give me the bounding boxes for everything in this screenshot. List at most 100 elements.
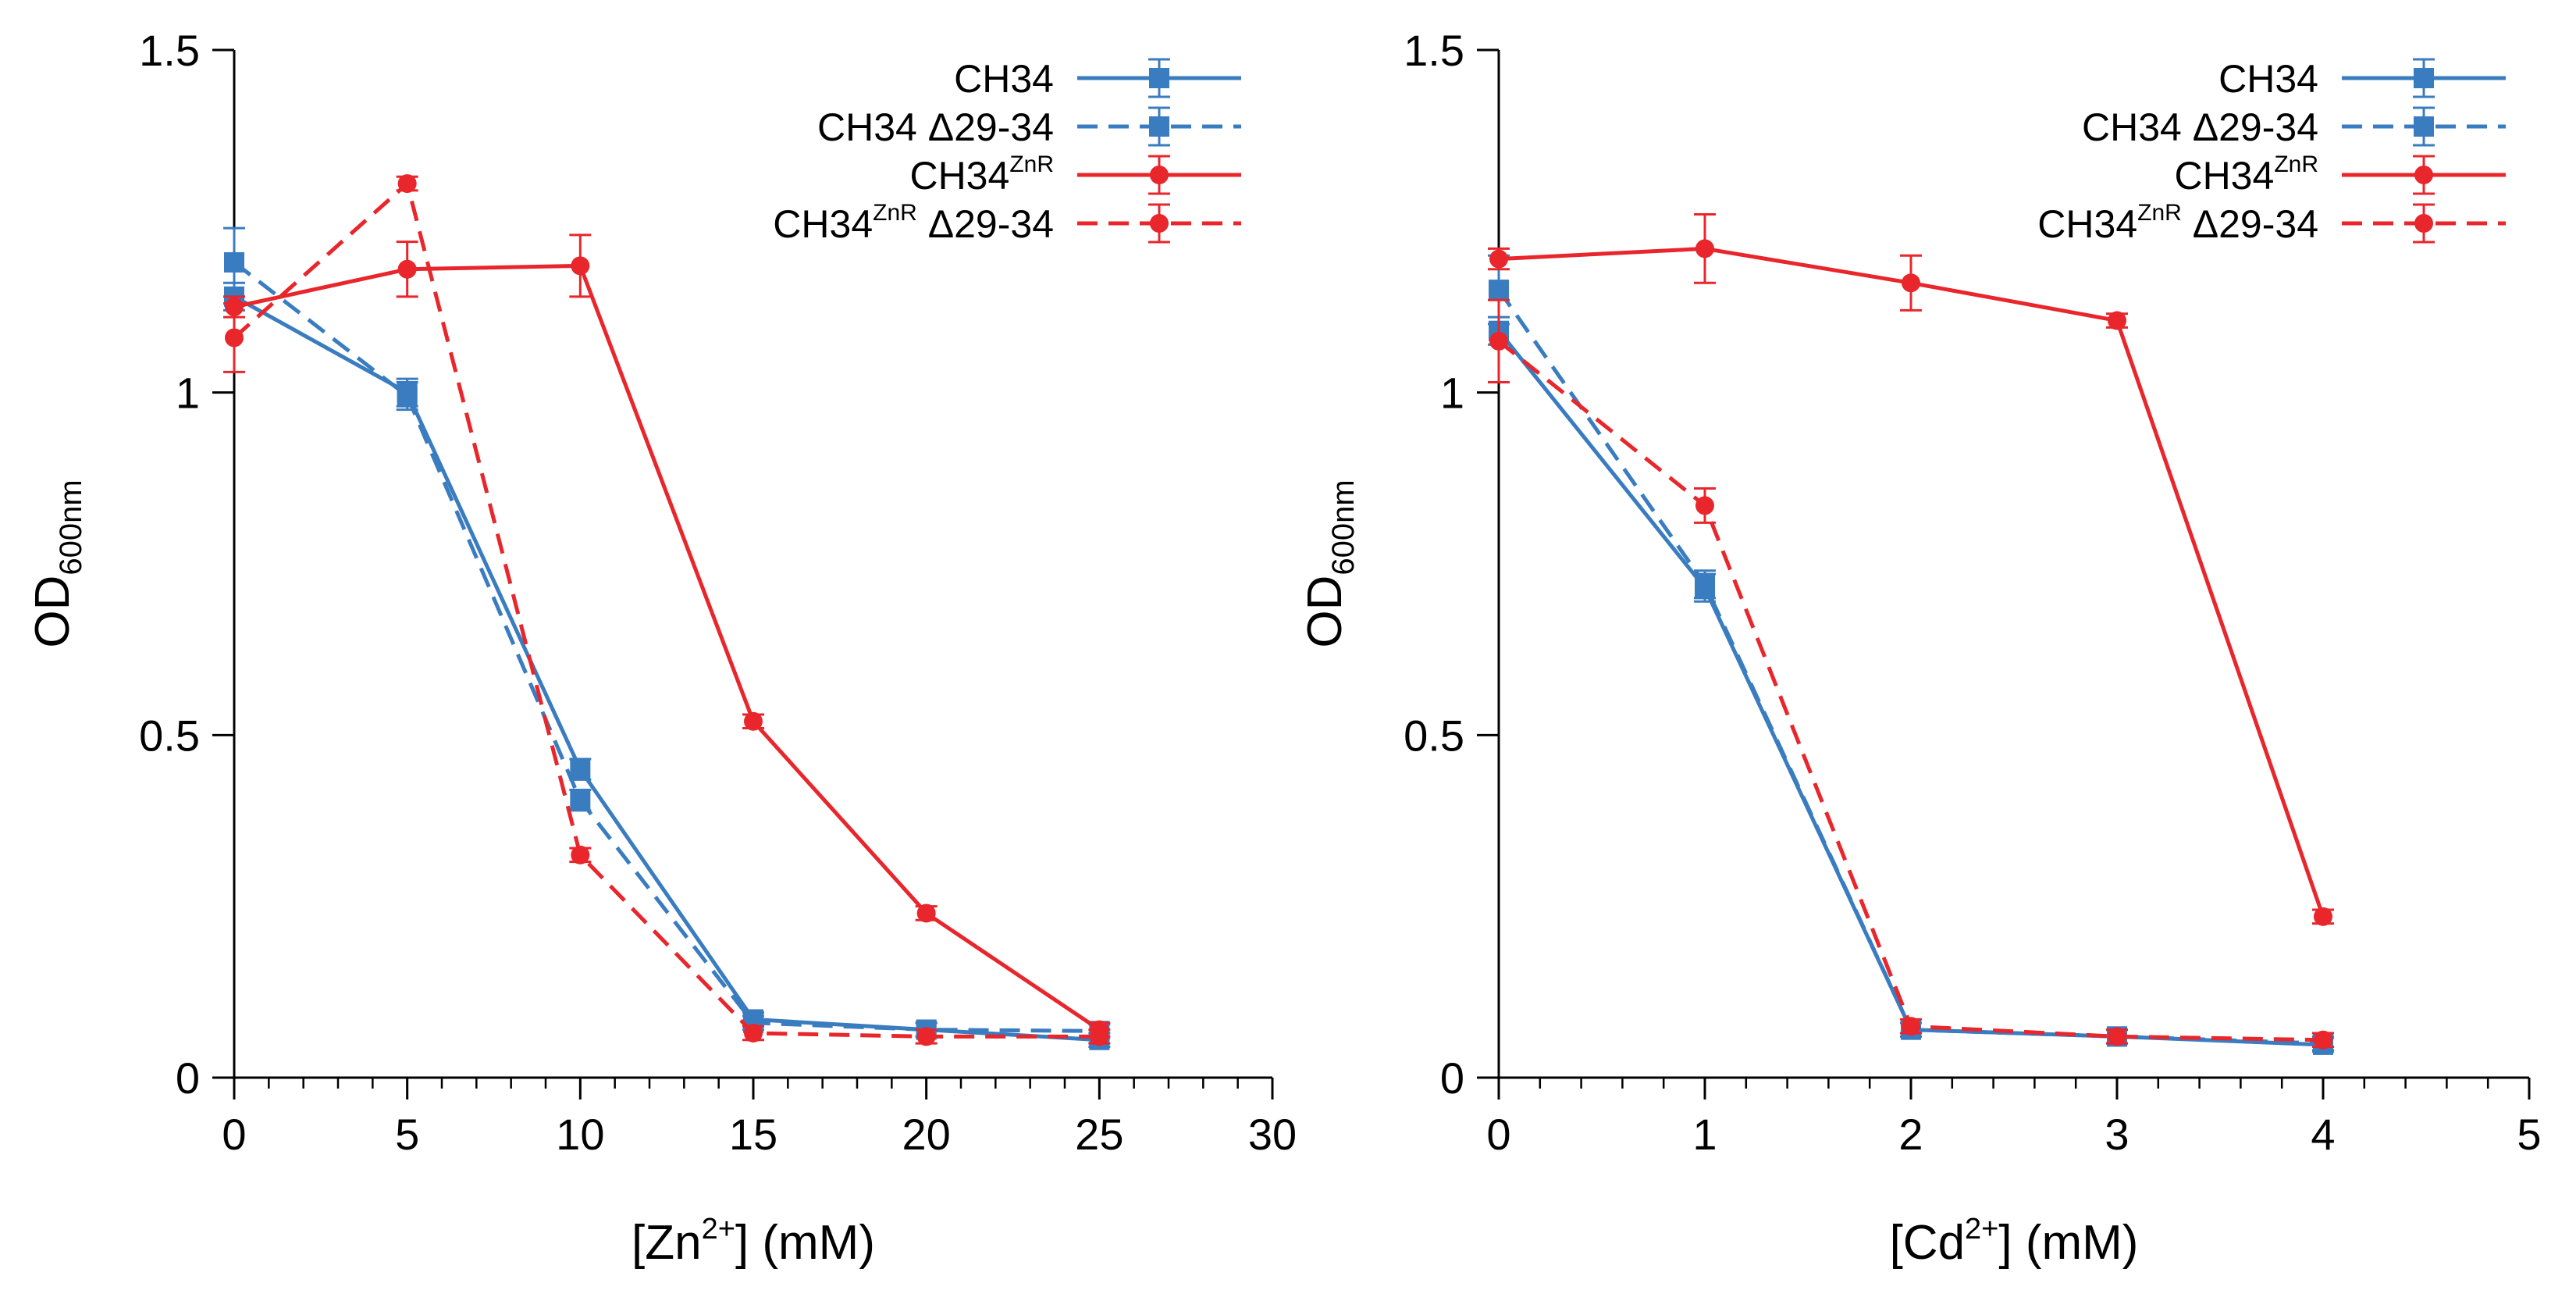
legend-label-base: CH34	[773, 202, 873, 246]
legend-marker	[1149, 68, 1169, 88]
legend-label: CH34ZnR Δ29-34	[2037, 200, 2318, 246]
series-line	[1497, 339, 2324, 1042]
y-axis-title-main: OD	[1298, 576, 1352, 648]
data-point	[1489, 331, 1508, 351]
legend-entry: CH34ZnR	[2174, 151, 2506, 198]
x-axis-title: [Cd2+] (mM)	[1890, 1213, 2139, 1270]
x-tick-label: 25	[1075, 1110, 1123, 1159]
series-line	[1498, 246, 2325, 918]
y-tick-label: 0	[1440, 1053, 1464, 1103]
legend-label: CH34	[954, 57, 1054, 101]
legend-label-superscript: ZnR	[2274, 151, 2318, 177]
x-axis-title-post: ] (mM)	[1998, 1216, 2138, 1270]
data-point	[1695, 496, 1714, 515]
x-tick-label: 30	[1248, 1110, 1297, 1159]
y-tick-label: 0.5	[139, 711, 200, 760]
zinc-chart: 0 5 10 15 20 25 30 0 0.5 1 1.5 [Zn2+] (mM) OD600nm CH…	[26, 26, 1297, 1270]
series-1	[223, 226, 1111, 1042]
data-point	[1489, 280, 1509, 301]
legend-label-superscript: ZnR	[873, 200, 917, 226]
data-point	[1489, 249, 1508, 269]
legend-label-suffix: Δ29-34	[917, 105, 1054, 149]
y-tick-label: 0.5	[1404, 711, 1464, 760]
y-axis-title-subscript: 600nm	[1326, 479, 1361, 575]
data-point	[2314, 907, 2332, 926]
x-tick-label: 5	[395, 1110, 419, 1159]
legend-label-superscript: ZnR	[1009, 151, 1054, 177]
series-0	[1488, 315, 2334, 1055]
series-1	[1488, 254, 2334, 1054]
legend-label-superscript: ZnR	[2137, 200, 2182, 226]
data-point	[1695, 574, 1715, 595]
legend-marker	[2414, 214, 2433, 233]
data-point	[225, 328, 244, 347]
data-point	[1902, 1017, 1920, 1036]
x-tick-label: 20	[902, 1110, 951, 1159]
legend-marker	[2414, 166, 2433, 184]
legend-label-suffix: Δ29-34	[2182, 105, 2318, 149]
legend-label-base: CH34	[954, 57, 1054, 101]
data-point	[744, 711, 763, 731]
y-tick-label: 1.5	[1404, 26, 1464, 75]
data-point	[570, 759, 591, 780]
y-tick-label: 0	[176, 1053, 200, 1103]
y-axis-title: OD600nm	[26, 479, 88, 647]
legend-label: CH34 Δ29-34	[2082, 105, 2318, 149]
cadmium-chart: 0 1 2 3 4 500.511.5[Cd2+] (mM)OD600nmCH34CH34…	[1298, 26, 2542, 1270]
series-2	[223, 233, 1111, 1039]
legend-label: CH34ZnR	[2174, 151, 2318, 198]
y-axis-title-main: OD	[26, 576, 80, 648]
legend-label-base: CH34	[2218, 57, 2318, 101]
data-point	[2314, 1030, 2332, 1050]
data-point	[1902, 273, 1920, 293]
series-line	[1496, 288, 2324, 1046]
y-tick-label: 1.5	[139, 26, 200, 75]
series-line	[233, 260, 1100, 1033]
series-line	[233, 181, 1100, 1039]
x-axis-title-pre: [Cd	[1890, 1216, 1965, 1270]
data-point	[397, 174, 417, 194]
x-tick-label: 15	[729, 1110, 777, 1159]
legend-entry: CH34ZnR Δ29-34	[2037, 200, 2506, 246]
series-0	[223, 281, 1111, 1050]
series-3	[223, 174, 1111, 1046]
x-axis-title-superscript: 2+	[702, 1213, 735, 1246]
legend-label-base: CH34	[2037, 202, 2137, 246]
x-tick-label: 1	[1692, 1110, 1717, 1159]
series-3	[1488, 298, 2334, 1050]
x-tick-label: 2	[1898, 1110, 1923, 1159]
legend-entry: CH34	[954, 57, 1241, 101]
data-point	[916, 1027, 936, 1046]
legend-label: CH34 Δ29-34	[817, 105, 1054, 149]
data-point	[1090, 1027, 1109, 1046]
legend-entry: CH34 Δ29-34	[817, 105, 1241, 149]
legend-marker	[1150, 214, 1169, 233]
legend-entry: CH34ZnR	[909, 151, 1241, 198]
data-point	[397, 259, 417, 279]
data-point	[224, 251, 244, 273]
legend-marker	[2414, 68, 2434, 88]
data-point	[916, 903, 936, 923]
y-tick-label: 1	[1440, 369, 1464, 418]
x-axis-title-post: ] (mM)	[735, 1216, 875, 1270]
legend-entry: CH34ZnR Δ29-34	[773, 200, 1241, 246]
data-point	[2108, 1027, 2126, 1046]
legend-label: CH34ZnR	[909, 151, 1054, 198]
x-tick-label: 5	[2517, 1110, 2541, 1159]
legend-label-base: CH34	[817, 105, 917, 149]
data-point	[744, 1023, 763, 1042]
legend-label-base: CH34	[2174, 154, 2274, 198]
legend-label-suffix: Δ29-34	[917, 202, 1054, 246]
series-line	[233, 294, 1100, 1042]
data-point	[2108, 311, 2126, 330]
series-2	[1488, 213, 2334, 926]
x-axis-title-pre: [Zn	[632, 1216, 702, 1270]
data-point	[1695, 239, 1714, 258]
y-axis-title-subscript: 600nm	[54, 479, 88, 575]
data-point	[397, 386, 418, 407]
legend-label-base: CH34	[2082, 105, 2182, 149]
y-tick-label: 1	[176, 369, 200, 418]
legend-label-suffix: Δ29-34	[2182, 202, 2318, 246]
data-point	[571, 845, 590, 864]
